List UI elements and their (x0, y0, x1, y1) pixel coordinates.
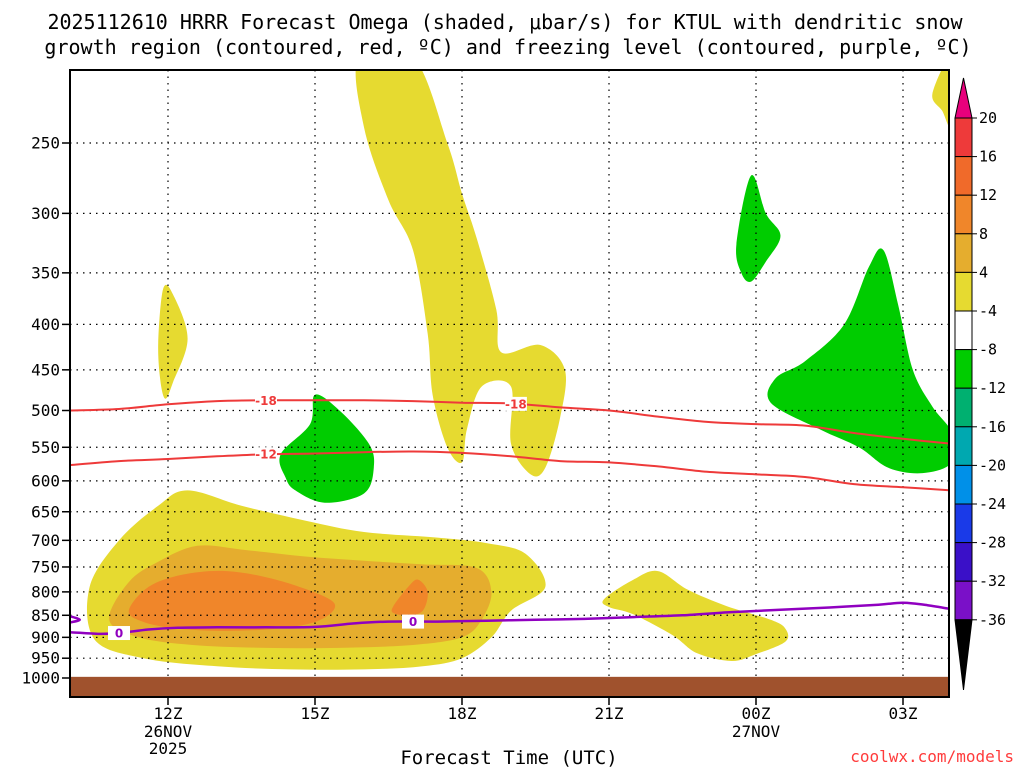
colorbar-label-12: -32 (979, 572, 1006, 590)
y-tick-label-850: 850 (31, 606, 60, 625)
freezing-level-contour (70, 601, 949, 636)
omega-region-low-level-ascent-12 (128, 570, 336, 631)
colorbar-box-2 (954, 194, 973, 235)
colorbar-label-2: 12 (979, 186, 997, 204)
colorbar-label-11: -28 (979, 534, 1006, 552)
colorbar-label-1: 16 (979, 148, 997, 166)
dendritic-label-minus18-a: -18 (255, 394, 277, 408)
chart-title-line-1: 2025112610 HRRR Forecast Omega (shaded, … (47, 10, 963, 34)
omega-shading-layer (86, 70, 949, 670)
x-tick-date-00Z: 27NOV (732, 722, 781, 741)
colorbar-label-10: -24 (979, 495, 1006, 513)
y-tick-label-400: 400 (31, 315, 60, 334)
y-tick-label-550: 550 (31, 438, 60, 457)
y-tick-label-350: 350 (31, 263, 60, 282)
freezing-level-hook (70, 615, 82, 624)
y-tick-label-300: 300 (31, 204, 60, 223)
omega-region-descent-00z (736, 174, 781, 283)
colorbar-label-7: -12 (979, 379, 1006, 397)
colorbar-top-arrow (954, 77, 973, 119)
omega-region-descent-15z (279, 394, 375, 503)
colorbar-box-0 (954, 117, 973, 158)
y-tick-label-650: 650 (31, 502, 60, 521)
freezing-level-label-1: 0 (409, 615, 417, 629)
colorbar-box-12 (954, 580, 973, 621)
colorbar-label-0: 20 (979, 109, 997, 127)
grid-layer (70, 70, 949, 697)
omega-region-ascent-21z-00z (602, 570, 789, 662)
y-tick-label-1000: 1000 (21, 669, 60, 688)
omega-region-ascent-top-right (932, 70, 949, 128)
colorbar-box-7 (954, 387, 973, 428)
plot-frame (69, 69, 950, 698)
x-tick-label-12Z: 12Z (154, 704, 183, 723)
colorbar-box-5 (954, 310, 973, 351)
x-tick-label-21Z: 21Z (595, 704, 624, 723)
freezing-level-label-1-bg (402, 614, 424, 629)
colorbar-box-9 (954, 464, 973, 505)
colorbar: 20 16 12 8 4 -4 -8 -12 -16 -20 -24 -28 -32 -36 (954, 77, 1006, 691)
dendritic-label-minus12: -12 (255, 448, 277, 462)
colorbar-label-9: -20 (979, 456, 1006, 474)
colorbar-label-6: -8 (979, 341, 997, 359)
dendritic-label-minus18-a-bg (255, 393, 277, 408)
omega-region-upper-ascent-12z (158, 284, 188, 399)
colorbar-box-3 (954, 233, 973, 273)
y-tick-label-700: 700 (31, 531, 60, 550)
y-tick-label-450: 450 (31, 360, 60, 379)
freezing-level-label-0-bg (108, 626, 130, 641)
x-tick-year-12Z: 2025 (149, 739, 188, 758)
colorbar-box-10 (954, 503, 973, 544)
colorbar-box-1 (954, 156, 973, 196)
x-tick-label-00Z: 00Z (742, 704, 771, 723)
colorbar-label-13: -36 (979, 611, 1006, 629)
x-axis-label: Forecast Time (UTC) (400, 747, 617, 768)
colorbar-box-11 (954, 542, 973, 582)
colorbar-label-8: -16 (979, 418, 1006, 436)
y-tick-label-600: 600 (31, 471, 60, 490)
y-tick-label-750: 750 (31, 557, 60, 576)
dendritic-label-minus18-b-bg (504, 396, 527, 411)
dendritic-label-minus12-bg (255, 447, 277, 462)
freezing-level-label-0: 0 (115, 627, 123, 641)
credit-link[interactable]: coolwx.com/models (850, 747, 1014, 766)
y-tick-label-900: 900 (31, 628, 60, 647)
colorbar-label-3: 8 (979, 225, 988, 243)
x-tick-label-03Z: 03Z (889, 704, 918, 723)
x-tick-label-18Z: 18Z (448, 704, 477, 723)
omega-region-low-level-core-17z (391, 579, 428, 616)
colorbar-box-4 (954, 271, 973, 312)
y-tick-label-250: 250 (31, 134, 60, 153)
colorbar-box-8 (954, 426, 973, 466)
dendritic-contour-1 (70, 450, 949, 492)
colorbar-label-4: 4 (979, 263, 988, 281)
x-tick-label-15Z: 15Z (301, 704, 330, 723)
y-tick-label-800: 800 (31, 582, 60, 601)
colorbar-box-6 (954, 349, 973, 389)
ground-surface (70, 676, 949, 697)
contour-layer: -18 -18 -12 0 0 (70, 393, 949, 641)
x-tick-date-12Z: 26NOV (144, 722, 193, 741)
chart-title-line-2: growth region (contoured, red, ºC) and f… (44, 35, 971, 59)
y-axis-pressure: 250 300 350 400 450 500 550 600 650 700 750 800 850 9… (21, 134, 70, 688)
omega-region-descent-late (767, 248, 949, 474)
colorbar-bottom-arrow (954, 619, 973, 691)
dendritic-label-minus18-b: -18 (505, 397, 527, 411)
omega-region-upper-ascent-main (355, 70, 566, 477)
y-tick-label-950: 950 (31, 649, 60, 668)
y-tick-label-500: 500 (31, 401, 60, 420)
colorbar-label-5: -4 (979, 302, 997, 320)
